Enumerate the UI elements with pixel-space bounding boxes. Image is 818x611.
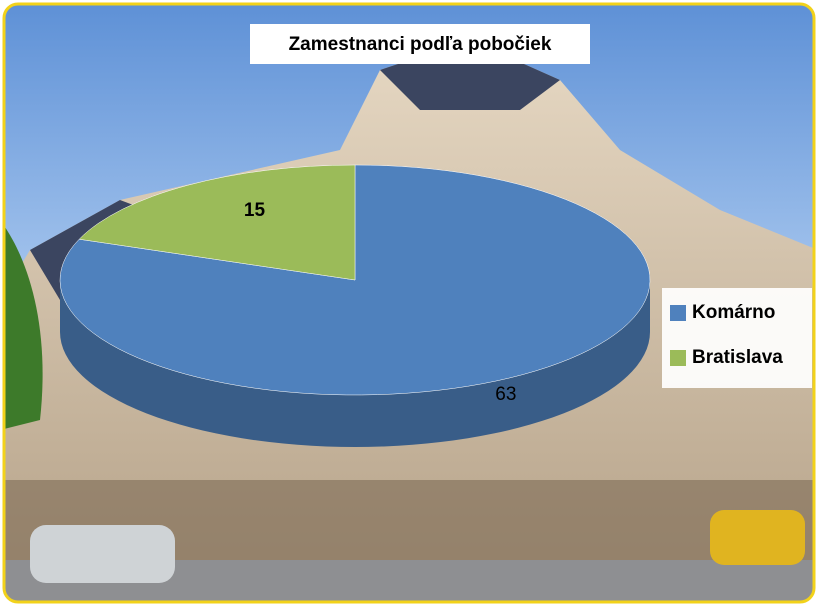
legend-label: Komárno — [692, 302, 775, 323]
legend-label: Bratislava — [692, 347, 783, 368]
legend-box — [662, 288, 812, 388]
pie-slice — [78, 164, 356, 281]
pie-slice-side — [60, 280, 650, 447]
data-label: 63 — [495, 384, 516, 405]
title-box — [250, 24, 590, 64]
data-label: 15 — [244, 200, 266, 221]
legend-swatch — [670, 350, 686, 366]
chart-title: Zamestnanci podľa pobočiek — [289, 34, 552, 55]
pie: 63 15 — [59, 164, 651, 447]
legend-swatch — [670, 305, 686, 321]
